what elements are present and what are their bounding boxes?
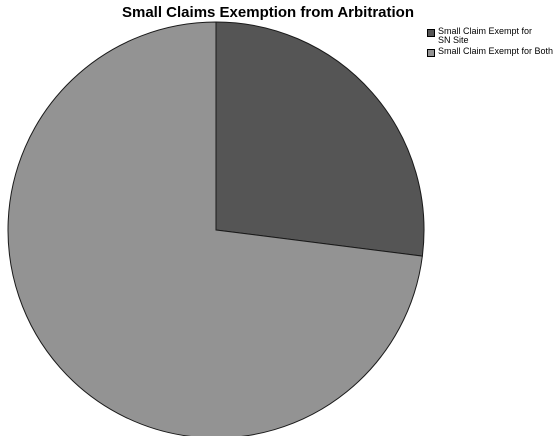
pie-slice-1 — [215, 21, 425, 257]
legend-item-sn-site: Small Claim Exempt for SN Site — [426, 27, 558, 45]
legend-item-both: Small Claim Exempt for Both — [426, 46, 558, 57]
legend-label-sn-site: Small Claim Exempt for SN Site — [438, 27, 533, 45]
legend-swatch-both — [427, 49, 435, 57]
pie-slices — [7, 21, 425, 436]
pie-slice-2 — [7, 21, 423, 436]
legend: Small Claim Exempt for SN Site Small Cla… — [426, 27, 558, 58]
legend-swatch-sn-site — [427, 29, 435, 37]
chart-title: Small Claims Exemption from Arbitration — [122, 4, 414, 21]
legend-label-both: Small Claim Exempt for Both — [438, 46, 554, 56]
